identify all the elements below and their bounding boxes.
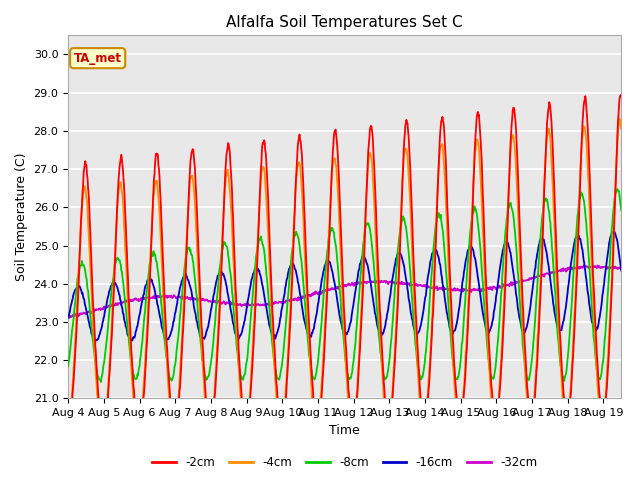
Text: TA_met: TA_met bbox=[74, 52, 122, 65]
Title: Alfalfa Soil Temperatures Set C: Alfalfa Soil Temperatures Set C bbox=[227, 15, 463, 30]
Legend: -2cm, -4cm, -8cm, -16cm, -32cm: -2cm, -4cm, -8cm, -16cm, -32cm bbox=[147, 452, 542, 474]
X-axis label: Time: Time bbox=[330, 424, 360, 437]
Y-axis label: Soil Temperature (C): Soil Temperature (C) bbox=[15, 153, 28, 281]
